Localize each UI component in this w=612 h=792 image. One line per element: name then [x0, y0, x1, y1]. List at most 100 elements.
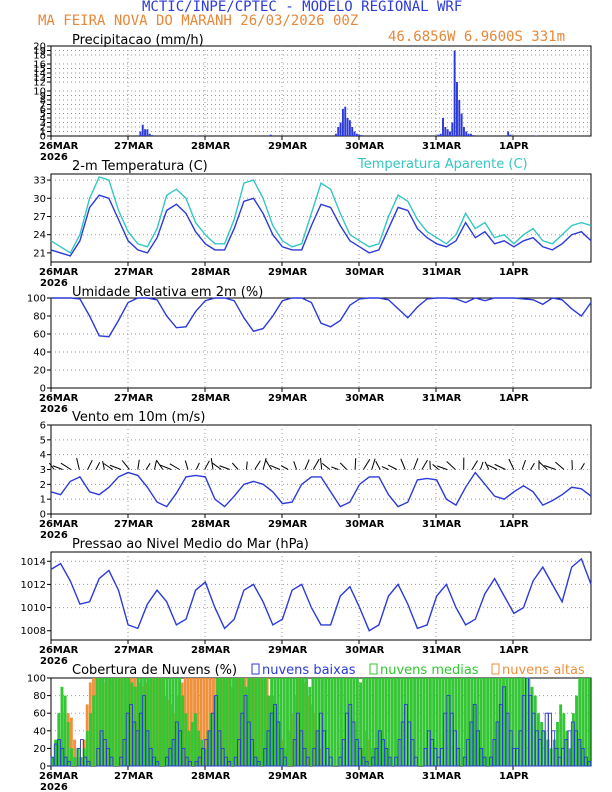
cloud-bar-1	[492, 678, 496, 766]
cloud-bar-2	[276, 721, 281, 767]
cloud-bar-2	[410, 739, 415, 767]
cloud-bar-1	[365, 678, 369, 766]
wind-barb	[154, 460, 157, 470]
precip-ytick-label: 15	[33, 64, 46, 75]
station-run-label: MA FEIRA NOVA DO MARANH 26/03/2026 00Z	[38, 13, 359, 29]
cloud-bar-1	[460, 678, 464, 766]
humidity-frame	[50, 297, 592, 389]
wind-barb	[254, 460, 261, 470]
cloud-bar-1	[473, 678, 477, 766]
precip-ytick-label: 20	[33, 42, 46, 53]
cloud-bar-0	[202, 678, 206, 766]
cloud-bar-2	[364, 761, 369, 767]
precip-ytick-label: 10	[33, 87, 46, 98]
clouds-xtick-label: 26MAR	[39, 771, 79, 782]
cloud-bar-2	[66, 761, 71, 767]
temp-xtick-label: 29MAR	[268, 267, 308, 278]
cloud-bar-1	[378, 678, 382, 766]
cloud-bar-1	[346, 678, 350, 766]
pressure-frame	[50, 551, 592, 641]
cloud-legend-label: nuvens baixas	[262, 663, 356, 678]
wind-barb	[471, 460, 478, 470]
cloud-legend-label: nuvens medias	[380, 663, 479, 678]
precip-bar	[462, 127, 465, 136]
cloud-bar-0	[186, 678, 190, 766]
cloud-legend-swatch	[369, 663, 378, 675]
precip-bar	[472, 135, 475, 136]
humidity-xtick-label: 1APR	[499, 393, 529, 404]
cloud-bar-1	[486, 678, 490, 766]
wind-xtick-label: 26MAR	[39, 519, 79, 530]
clouds-xtick-label: 27MAR	[114, 771, 154, 782]
temp-xtick-label: 30MAR	[345, 267, 385, 278]
precip-ytick-label: 3	[40, 118, 46, 129]
cloud-bar-2	[538, 739, 543, 767]
cloud-bar-1	[362, 678, 366, 766]
precip-ytick-label: 18	[33, 51, 46, 62]
wind-barb	[387, 464, 398, 470]
cloud-bar-2	[109, 756, 114, 767]
cloud-bar-2	[423, 747, 428, 767]
precip-xtick-label: 26MAR	[39, 141, 79, 152]
wind-barb	[270, 464, 281, 470]
pressure-xtick-label: 26MAR	[39, 645, 79, 656]
wind-xtick-label: 27MAR	[114, 519, 154, 530]
cloud-bar-1	[371, 678, 375, 766]
cloud-bar-2	[86, 761, 91, 767]
cloud-bar-1	[305, 678, 308, 766]
cloud-bar-2	[387, 756, 392, 767]
pressure-year-label: 2026	[40, 656, 68, 667]
cloud-bar-1	[587, 678, 591, 766]
precip-bar	[467, 133, 470, 136]
cloud-bar-2	[322, 730, 327, 767]
wind-barb	[494, 463, 506, 470]
cloud-bar-2	[227, 761, 232, 767]
cloud-bar-0	[309, 704, 313, 766]
cloud-bar-1	[187, 730, 191, 766]
wind-barb	[48, 462, 55, 470]
wind-ytick-label: 3	[40, 465, 46, 476]
pressure-ytick-label: 1012	[21, 580, 46, 591]
chart-main-title: MCTIC/INPE/CPTEC - MODELO REGIONAL WRF	[142, 0, 463, 15]
humidity-ytick-label: 20	[33, 366, 46, 377]
wind-xtick-label: 28MAR	[191, 519, 231, 530]
cloud-bar-1	[387, 678, 391, 766]
cloud-bar-1	[235, 678, 239, 766]
clouds-xtick-label: 30MAR	[345, 771, 385, 782]
precip-bar	[453, 50, 456, 136]
cloud-bar-1	[85, 730, 89, 766]
wind-barb	[479, 461, 484, 470]
cloud-bar-1	[184, 713, 188, 766]
cloud-bar-1	[270, 678, 274, 766]
wind-xtick-label: 29MAR	[268, 519, 308, 530]
cloud-bar-1	[92, 695, 96, 766]
clouds-xtick-label: 1APR	[499, 771, 529, 782]
cloud-bar-2	[534, 730, 539, 767]
cloud-bar-1	[514, 678, 518, 766]
wind-barb	[354, 458, 357, 470]
temp-xtick-label: 1APR	[499, 267, 529, 278]
wind-barb	[400, 458, 406, 470]
pressure-ytick-label: 1008	[21, 626, 46, 637]
wind-barb	[231, 462, 239, 470]
cloud-bar-1	[168, 678, 172, 766]
cloud-bar-1	[559, 704, 563, 766]
humidity-ytick-label: 0	[40, 384, 46, 395]
cloud-bar-2	[155, 761, 160, 767]
wind-barb	[580, 463, 585, 470]
wind-barb	[245, 461, 248, 470]
cloud-bar-1	[124, 678, 127, 766]
cloud-bar-1	[238, 678, 242, 766]
cloud-bar-1	[95, 678, 99, 766]
pressure-xtick-label: 27MAR	[114, 645, 154, 656]
wind-xtick-label: 30MAR	[345, 519, 385, 530]
cloud-legend-label: nuvens altas	[502, 663, 585, 678]
cloud-bar-1	[483, 678, 486, 766]
wind-ytick-label: 0	[40, 510, 46, 521]
temp-line-0	[50, 176, 592, 254]
cloud-bar-1	[435, 678, 439, 766]
precip-xtick-label: 30MAR	[345, 141, 385, 152]
cloud-bar-1	[498, 678, 502, 766]
cloud-bar-1	[120, 678, 124, 766]
humidity-xtick-label: 29MAR	[268, 393, 308, 404]
